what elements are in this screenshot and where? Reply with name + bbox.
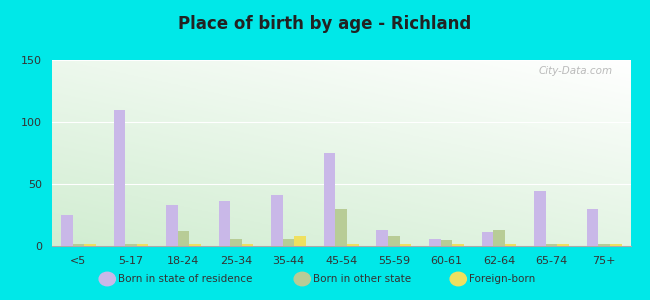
Bar [335, 209, 347, 246]
Bar [114, 110, 125, 246]
Bar [505, 244, 516, 246]
Bar [136, 244, 148, 246]
Bar [493, 230, 505, 246]
Bar [347, 244, 359, 246]
Bar [218, 201, 230, 246]
Bar [534, 191, 546, 246]
Text: Place of birth by age - Richland: Place of birth by age - Richland [178, 15, 472, 33]
Bar [441, 240, 452, 246]
Bar [61, 215, 73, 246]
Bar [177, 231, 189, 246]
Bar [558, 244, 569, 246]
Bar [610, 244, 621, 246]
Bar [283, 238, 294, 246]
Bar [125, 244, 136, 246]
Text: City-Data.com: City-Data.com [539, 66, 613, 76]
Bar [324, 153, 335, 246]
Bar [73, 244, 84, 246]
Text: Born in other state: Born in other state [313, 274, 411, 284]
Bar [587, 209, 599, 246]
Bar [452, 244, 464, 246]
Bar [84, 244, 96, 246]
Bar [242, 244, 254, 246]
Bar [546, 244, 558, 246]
Bar [189, 244, 201, 246]
Bar [294, 236, 306, 246]
Bar [400, 244, 411, 246]
Text: Born in state of residence: Born in state of residence [118, 274, 253, 284]
Bar [271, 195, 283, 246]
Bar [599, 244, 610, 246]
Bar [166, 205, 177, 246]
Bar [388, 236, 400, 246]
Bar [482, 232, 493, 246]
Bar [429, 238, 441, 246]
Bar [376, 230, 388, 246]
Bar [230, 238, 242, 246]
Text: Foreign-born: Foreign-born [469, 274, 536, 284]
